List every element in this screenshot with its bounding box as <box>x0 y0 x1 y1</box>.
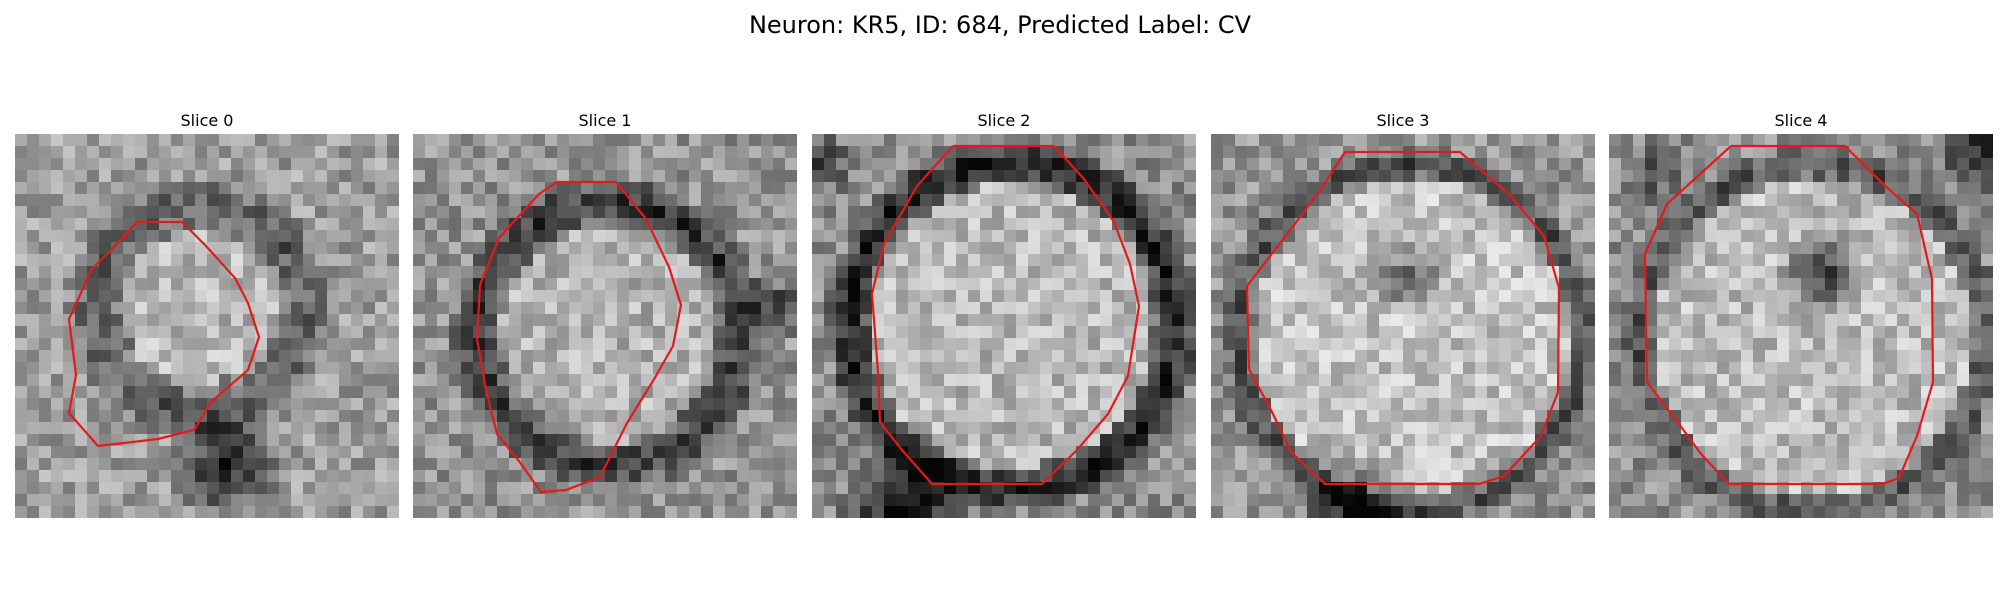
slice-image <box>812 134 1196 518</box>
grayscale-pixel-grid <box>15 134 399 518</box>
slice-title: Slice 2 <box>812 111 1196 131</box>
figure-title: Neuron: KR5, ID: 684, Predicted Label: C… <box>0 10 2000 40</box>
grayscale-pixel-grid <box>413 134 797 518</box>
slice-panel: Slice 0 <box>15 111 399 518</box>
slice-panel: Slice 4 <box>1609 111 1993 518</box>
slice-panel: Slice 3 <box>1211 111 1595 518</box>
slice-title: Slice 3 <box>1211 111 1595 131</box>
slice-title: Slice 0 <box>15 111 399 131</box>
slice-panel: Slice 2 <box>812 111 1196 518</box>
grayscale-pixel-grid <box>812 134 1196 518</box>
slice-image <box>15 134 399 518</box>
slice-image <box>1609 134 1993 518</box>
slice-title: Slice 1 <box>413 111 797 131</box>
slice-panel: Slice 1 <box>413 111 797 518</box>
slice-image <box>413 134 797 518</box>
grayscale-pixel-grid <box>1211 134 1595 518</box>
slice-title: Slice 4 <box>1609 111 1993 131</box>
grayscale-pixel-grid <box>1609 134 1993 518</box>
slice-image <box>1211 134 1595 518</box>
